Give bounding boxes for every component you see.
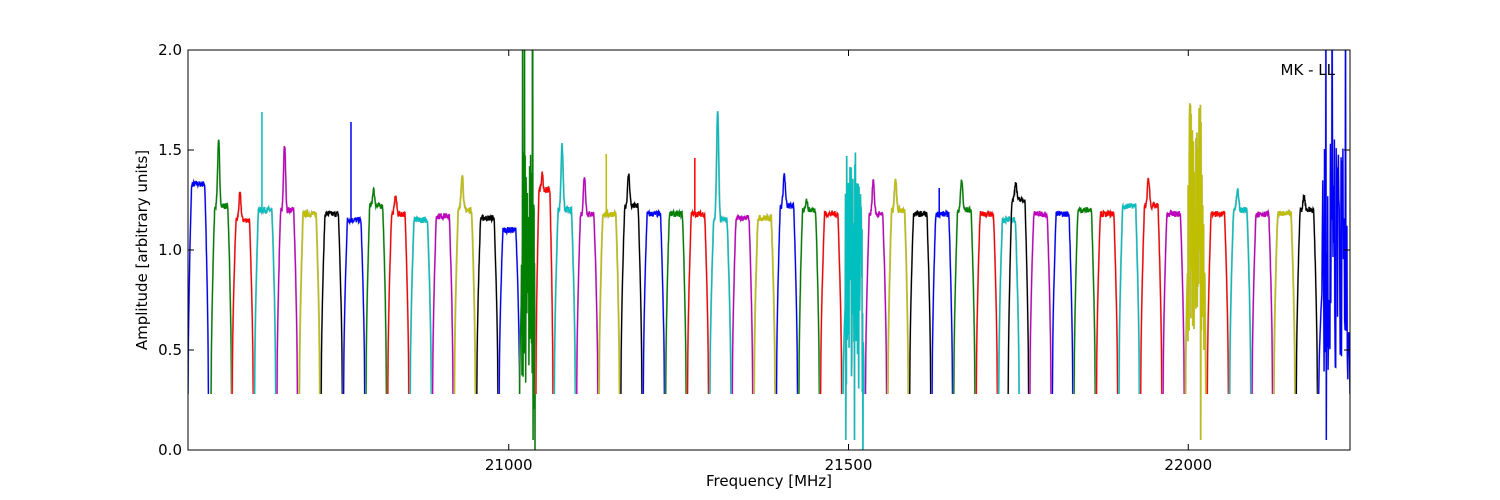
band-trace-44: [1118, 202, 1140, 395]
band-trace-38: [998, 215, 1020, 395]
band-trace-42: [1073, 206, 1096, 395]
axis-ticks: 21000 21500 22000 0.0 0.5 1.0 1.5 2.0: [158, 41, 1350, 474]
band-trace-15: [498, 227, 521, 395]
x-tick-label-21500: 21500: [825, 456, 873, 474]
band-trace-1: [188, 178, 210, 395]
band-trace-31: [842, 152, 865, 450]
band-trace-53: [1318, 50, 1350, 441]
band-trace-22: [642, 209, 666, 395]
band-trace-34: [909, 209, 932, 395]
band-trace-3: [231, 191, 254, 395]
band-trace-32: [864, 179, 888, 395]
band-trace-41: [1051, 210, 1074, 395]
band-trace-26: [731, 214, 754, 395]
plot-area-background: [188, 50, 1350, 450]
band-trace-7: [320, 210, 343, 395]
y-tick-label-1.5: 1.5: [158, 141, 182, 159]
band-trace-47: [1184, 103, 1207, 441]
band-trace-25: [709, 111, 732, 395]
x-axis-label: Frequency [MHz]: [706, 472, 832, 490]
band-trace-33: [887, 178, 909, 395]
band-trace-43: [1095, 209, 1119, 395]
band-trace-30: [819, 210, 843, 395]
band-trace-37: [975, 210, 998, 395]
band-trace-18: [553, 143, 576, 395]
y-tick-label-0.5: 0.5: [158, 341, 182, 359]
band-trace-24: [686, 209, 710, 395]
band-trace-10: [387, 195, 410, 395]
band-trace-35: [931, 209, 954, 395]
y-tick-label-1: 1.0: [158, 241, 182, 259]
band-trace-20: [598, 209, 621, 395]
x-tick-label-22000: 22000: [1164, 456, 1212, 474]
band-trace-45: [1140, 177, 1163, 395]
band-trace-23: [665, 208, 687, 395]
chart-annotation: MK - LL: [1281, 61, 1336, 79]
y-tick-label-0: 0.0: [158, 441, 182, 459]
band-trace-28: [775, 173, 799, 395]
y-tick-label-2: 2.0: [158, 41, 182, 59]
band-trace-4: [253, 205, 277, 395]
band-trace-39: [1007, 182, 1030, 395]
band-trace-40: [1029, 210, 1052, 395]
band-trace-29: [798, 198, 820, 395]
band-trace-2: [210, 139, 233, 395]
band-trace-13: [453, 175, 477, 395]
band-trace-50: [1251, 209, 1274, 395]
band-trace-52: [1295, 194, 1319, 395]
band-trace-6: [298, 209, 321, 395]
band-trace-11: [409, 215, 432, 395]
band-trace-21: [620, 173, 643, 395]
band-trace-19: [576, 177, 599, 395]
x-tick-label-21000: 21000: [485, 456, 533, 474]
band-trace-8: [342, 216, 366, 395]
band-trace-14: [476, 213, 499, 395]
spectrum-traces: [188, 50, 1350, 450]
band-trace-49: [1229, 188, 1252, 395]
band-trace-12: [431, 213, 454, 395]
band-trace-36: [953, 179, 976, 395]
band-trace-9: [365, 186, 388, 395]
band-trace-51: [1273, 209, 1296, 395]
band-trace-17: [535, 171, 554, 395]
band-trace-27: [753, 213, 776, 395]
band-trace-46: [1162, 209, 1185, 395]
band-trace-48: [1206, 210, 1230, 395]
y-axis-label: Amplitude [arbitrary units]: [133, 150, 151, 350]
band-trace-5: [276, 145, 299, 395]
band-trace-16: [518, 50, 537, 450]
